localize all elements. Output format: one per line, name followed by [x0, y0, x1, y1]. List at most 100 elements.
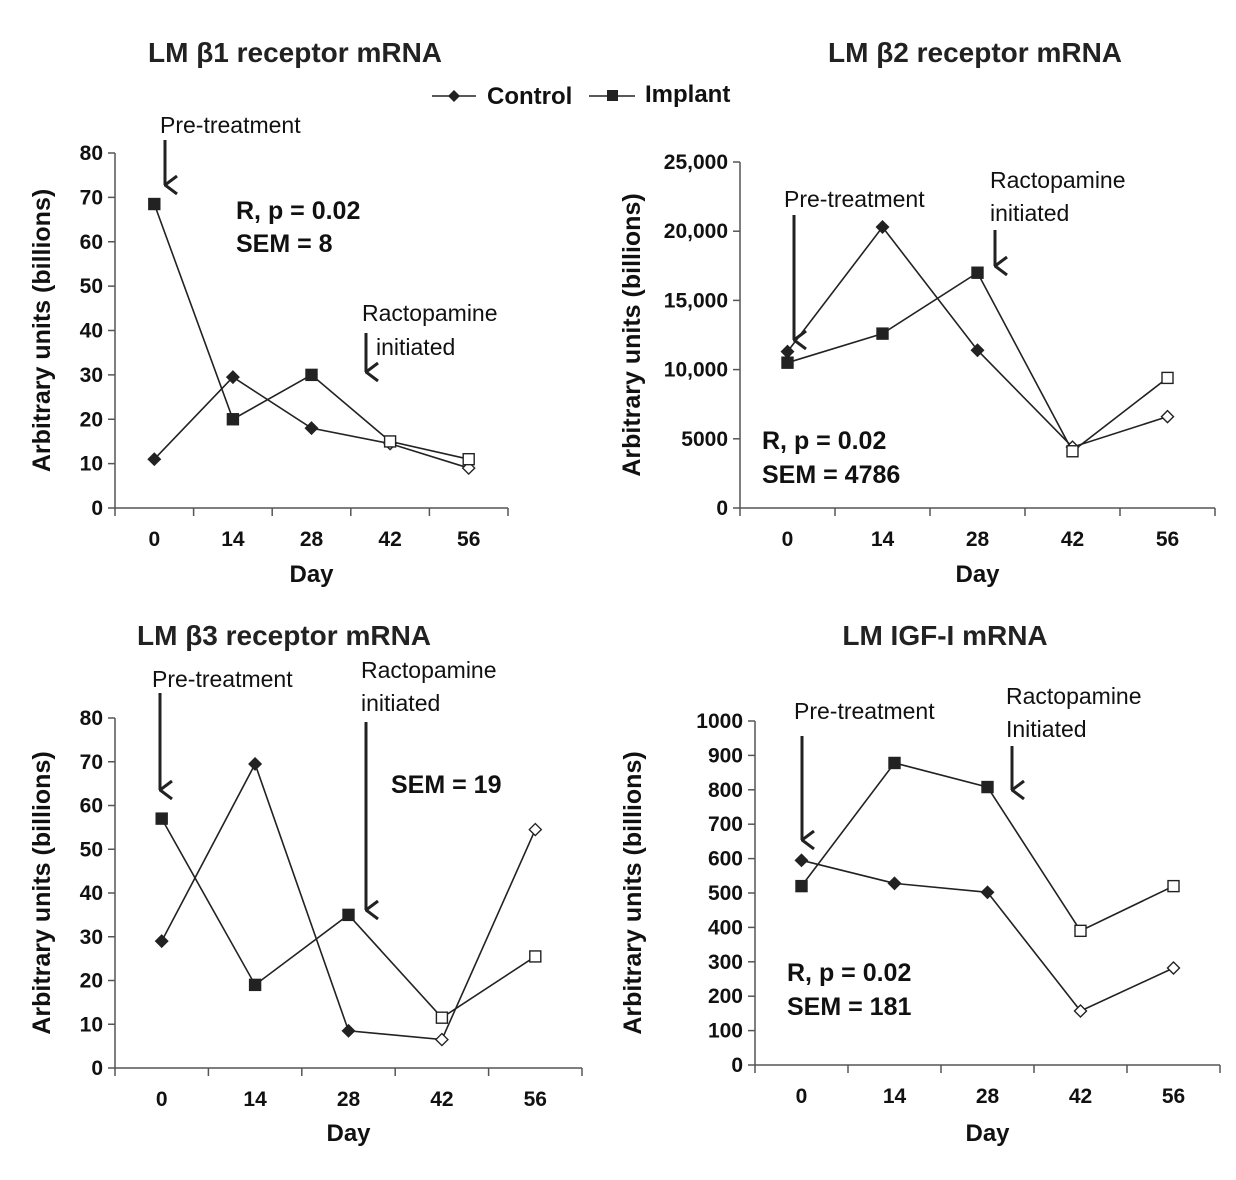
implant-data-point — [155, 812, 168, 825]
chart-panel-3: LM β3 receptor mRNA 0 10 20 30 40 50 60 70 80 0 14 2… — [28, 620, 583, 1147]
x-tick-label: 0 — [156, 1088, 168, 1111]
chart-title: LM β1 receptor mRNA — [148, 37, 442, 68]
y-tick-label: 60 — [80, 231, 103, 254]
control-data-point — [980, 885, 995, 900]
x-tick-label: 14 — [883, 1085, 907, 1108]
y-tick-label: 80 — [80, 142, 103, 165]
pretreatment-label: Pre-treatment — [160, 112, 301, 138]
implant-data-point — [226, 413, 240, 426]
implant-data-point — [148, 197, 161, 211]
y-tick-label: 50 — [80, 838, 103, 861]
pretreatment-label: Pre-treatment — [152, 666, 293, 692]
implant-data-point — [342, 908, 355, 922]
implant-data-point — [248, 978, 262, 992]
control-data-point — [154, 934, 169, 949]
ractopamine-label: initiated — [990, 200, 1069, 226]
y-tick-label: 80 — [80, 707, 103, 730]
x-axis-label: Day — [955, 561, 1000, 588]
y-tick-label: 0 — [91, 1057, 103, 1080]
y-tick-label: 1000 — [696, 710, 743, 733]
implant-data-point — [529, 950, 542, 963]
control-data-point — [875, 220, 890, 235]
stats-label: SEM = 19 — [391, 771, 501, 799]
x-tick-label: 42 — [1061, 528, 1084, 551]
x-tick-label: 28 — [300, 528, 324, 551]
y-tick-label: 0 — [716, 497, 728, 520]
control-data-point — [225, 370, 240, 385]
chart-panel-2: LM β2 receptor mRNA 0 5000 10,000 15,000 20,0… — [618, 37, 1216, 588]
control-data-point — [147, 452, 162, 467]
control-data-point — [1160, 409, 1175, 424]
implant-data-point — [462, 452, 475, 466]
x-tick-label: 56 — [524, 1088, 547, 1111]
control-data-point — [1073, 1004, 1088, 1018]
stats-label: SEM = 181 — [787, 993, 911, 1021]
implant-data-point — [305, 368, 318, 382]
legend: Control Implant — [432, 81, 730, 110]
y-tick-label: 25,000 — [664, 151, 728, 174]
x-tick-label: 0 — [148, 528, 160, 551]
y-tick-label: 500 — [708, 882, 743, 905]
x-tick-label: 56 — [1156, 528, 1179, 551]
y-axis-label: Arbitrary units (billions) — [28, 751, 56, 1034]
y-tick-label: 70 — [80, 186, 103, 209]
implant-data-point — [383, 435, 397, 448]
ractopamine-label: initiated — [361, 690, 440, 716]
legend-implant-label: Implant — [645, 81, 730, 108]
y-tick-label: 10,000 — [664, 359, 728, 382]
control-data-point — [887, 876, 902, 891]
control-data-point — [1166, 961, 1181, 975]
control-data-point — [794, 853, 809, 868]
y-tick-label: 900 — [708, 744, 743, 767]
ractopamine-label: Ractopamine — [361, 657, 497, 683]
implant-data-point — [795, 879, 808, 893]
y-tick-label: 100 — [708, 1020, 743, 1043]
stats-label: R, p = 0.02 — [787, 959, 911, 987]
chart-title: LM IGF-I mRNA — [842, 620, 1047, 651]
implant-data-point — [1167, 879, 1180, 893]
control-series-line — [786, 225, 1168, 449]
y-tick-label: 70 — [80, 751, 103, 774]
implant-data-point — [781, 356, 794, 369]
implant-data-point — [1161, 371, 1174, 385]
stats-label: SEM = 4786 — [762, 461, 900, 489]
x-tick-label: 14 — [221, 528, 245, 551]
x-tick-label: 14 — [243, 1088, 267, 1111]
implant-data-point — [888, 756, 901, 770]
y-tick-label: 30 — [80, 926, 103, 949]
ractopamine-label: Ractopamine — [362, 300, 498, 326]
pretreatment-label: Pre-treatment — [784, 186, 925, 212]
ractopamine-label: Ractopamine — [1006, 683, 1142, 709]
stats-label: R, p = 0.02 — [236, 197, 360, 225]
y-tick-label: 20,000 — [664, 220, 728, 243]
y-tick-label: 700 — [708, 813, 743, 836]
x-axis-label: Day — [289, 561, 334, 588]
x-axis-label: Day — [326, 1120, 371, 1147]
stats-label: SEM = 8 — [236, 230, 333, 258]
y-tick-label: 40 — [80, 882, 103, 905]
x-tick-label: 42 — [430, 1088, 453, 1111]
x-tick-label: 14 — [871, 528, 895, 551]
x-tick-label: 42 — [378, 528, 401, 551]
implant-data-point — [971, 266, 984, 279]
y-tick-label: 600 — [708, 848, 743, 871]
control-series-line — [160, 761, 537, 1041]
y-axis-label: Arbitrary units (billions) — [619, 751, 647, 1034]
x-tick-label: 56 — [1162, 1085, 1185, 1108]
y-tick-label: 200 — [708, 985, 743, 1008]
y-axis-label: Arbitrary units (billions) — [618, 193, 646, 476]
legend-control-marker — [448, 90, 460, 102]
x-tick-label: 0 — [796, 1085, 808, 1108]
y-tick-label: 400 — [708, 916, 743, 939]
control-series-line — [801, 859, 1174, 1012]
y-tick-label: 60 — [80, 795, 103, 818]
y-tick-label: 20 — [80, 970, 103, 993]
x-tick-label: 56 — [457, 528, 480, 551]
control-data-point — [304, 421, 319, 436]
y-tick-label: 50 — [80, 275, 103, 298]
y-tick-label: 20 — [80, 408, 103, 431]
pretreatment-label: Pre-treatment — [794, 698, 935, 724]
control-data-point — [341, 1023, 356, 1038]
implant-data-point — [435, 1011, 449, 1024]
